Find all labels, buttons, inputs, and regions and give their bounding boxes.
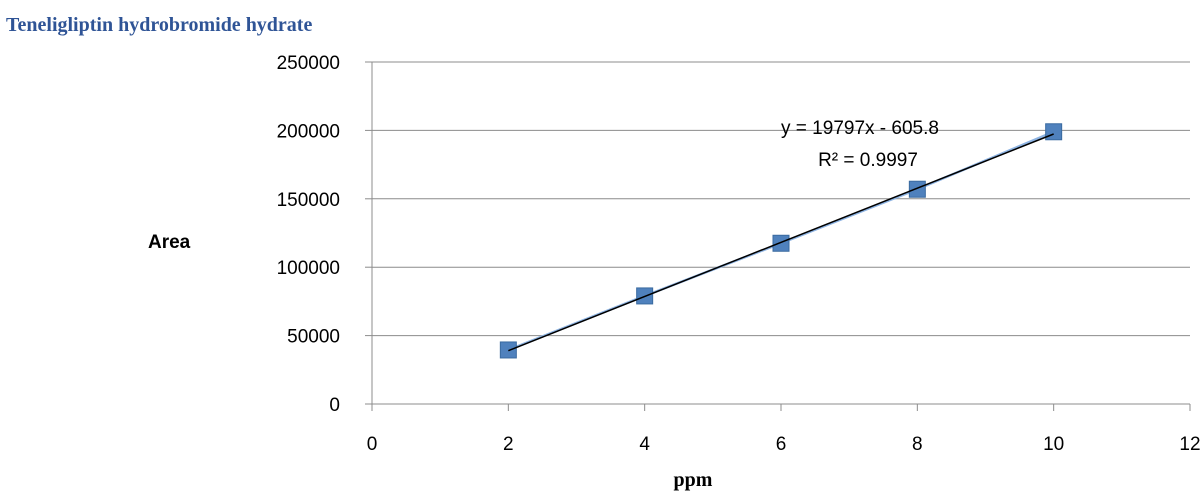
x-axis-label: ppm: [674, 469, 713, 491]
axes: [365, 61, 1191, 411]
data-point: [772, 234, 790, 252]
trendline-r-squared: R² = 0.9997: [818, 150, 918, 171]
data-point: [908, 180, 926, 198]
trendline-line: [508, 133, 1054, 352]
x-tick-label: 0: [367, 434, 378, 455]
chart-title: Teneligliptin hydrobromide hydrate: [6, 14, 313, 36]
data-series: [499, 123, 1063, 359]
x-tick-label: 2: [503, 434, 514, 455]
x-tick-label: 10: [1043, 434, 1064, 455]
y-axis-label: Area: [148, 232, 191, 253]
y-tick-label: 100000: [277, 258, 340, 279]
trendline-equation: y = 19797x - 605.8: [781, 118, 939, 139]
data-point: [1045, 123, 1063, 141]
x-tick-label: 6: [776, 434, 787, 455]
y-tick-label: 50000: [287, 327, 340, 348]
y-tick-label: 0: [329, 395, 340, 416]
x-tick-label: 8: [912, 434, 923, 455]
trendline: [508, 133, 1054, 352]
gridlines: [372, 61, 1190, 337]
x-tick-labels: 0 2 4 6 8 10 12: [367, 434, 1201, 455]
y-tick-label: 150000: [277, 190, 340, 211]
x-tick-label: 4: [639, 434, 650, 455]
y-tick-label: 200000: [277, 121, 340, 142]
y-tick-label: 250000: [277, 53, 340, 74]
y-tick-labels: 0 50000 100000 150000 200000 250000: [277, 53, 340, 416]
x-tick-label: 12: [1179, 434, 1200, 455]
